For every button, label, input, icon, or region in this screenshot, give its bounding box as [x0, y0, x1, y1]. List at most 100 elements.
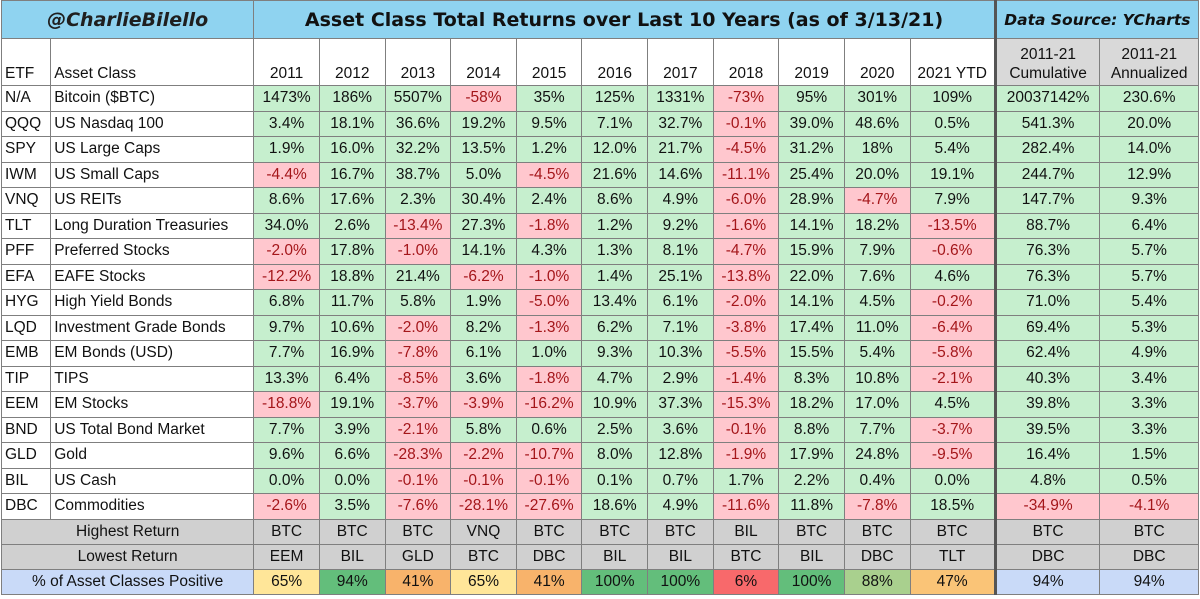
asset-class-name: US Small Caps: [50, 161, 255, 188]
return-cell: 14.6%: [647, 161, 714, 188]
return-cell: 8.1%: [647, 238, 714, 265]
return-cell: -1.8%: [515, 212, 583, 239]
summary-return-cell: 230.6%: [1099, 85, 1199, 112]
return-cell: 0.1%: [581, 467, 649, 494]
etf-ticker: EFA: [0, 263, 52, 290]
table-row: VNQ US REITs 8.6% 17.6% 2.3% 30.4% 2.4% 8.6% 4.9…: [0, 187, 1199, 214]
return-cell: 0.0%: [253, 467, 320, 494]
annualized-header: 2011-21 Annualized: [1099, 38, 1199, 86]
return-cell: 0.4%: [843, 467, 911, 494]
return-cell: 7.1%: [647, 314, 714, 341]
return-cell: 20.0%: [843, 161, 911, 188]
return-cell: -0.2%: [909, 289, 996, 316]
table-row: HYG High Yield Bonds 6.8% 11.7% 5.8% 1.9% -5.0…: [0, 289, 1199, 316]
summary-return-cell: 1.5%: [1099, 442, 1199, 469]
return-cell: 6.2%: [581, 314, 649, 341]
return-cell: 7.9%: [843, 238, 911, 265]
ann-header-line1: 2011-21: [1121, 46, 1178, 63]
year-header: 2021 YTD: [909, 38, 996, 86]
year-header: 2020: [843, 38, 911, 86]
return-cell: 28.9%: [778, 187, 845, 214]
cum-header-line2: Cumulative: [1009, 65, 1087, 82]
etf-ticker: TLT: [0, 212, 52, 239]
return-cell: 8.0%: [581, 442, 649, 469]
lowest-return-cell: BIL: [581, 543, 649, 570]
return-cell: 24.8%: [843, 442, 911, 469]
highest-return-cell: BTC: [384, 518, 452, 545]
summary-return-cell: 147.7%: [993, 187, 1101, 214]
return-cell: 18.2%: [843, 212, 911, 239]
return-cell: -4.7%: [712, 238, 780, 265]
data-source: Data Source: YCharts: [993, 0, 1200, 39]
return-cell: 7.6%: [843, 263, 911, 290]
cum-header-line1: 2011-21: [1020, 46, 1076, 63]
lowest-return-row: Lowest Return EEM BIL GLD BTC DBC BIL BIL BTC BIL…: [0, 543, 1199, 570]
summary-return-cell: 244.7%: [993, 161, 1101, 188]
return-cell: -13.4%: [384, 212, 452, 239]
return-cell: -0.1%: [515, 467, 583, 494]
return-cell: 10.9%: [581, 391, 649, 418]
return-cell: 39.0%: [778, 110, 845, 137]
summary-return-cell: -4.1%: [1099, 493, 1199, 520]
year-header: 2017: [647, 38, 714, 86]
return-cell: 36.6%: [384, 110, 452, 137]
pct-positive-row: % of Asset Classes Positive 65% 94% 41% 65% 4…: [0, 568, 1199, 595]
pct-positive-cell: 94%: [993, 568, 1101, 595]
asset-class-name: TIPS: [50, 365, 255, 392]
return-cell: -2.1%: [384, 416, 452, 443]
return-cell: 186%: [318, 85, 386, 112]
table-row: BND US Total Bond Market 7.7% 3.9% -2.1% 5.8%…: [0, 416, 1199, 443]
return-cell: 30.4%: [450, 187, 517, 214]
summary-return-cell: 40.3%: [993, 365, 1101, 392]
return-cell: -9.5%: [909, 442, 996, 469]
summary-return-cell: 39.8%: [993, 391, 1101, 418]
return-cell: -1.0%: [515, 263, 583, 290]
highest-return-cell: BTC: [843, 518, 911, 545]
lowest-return-cell: DBC: [515, 543, 583, 570]
table-row: DBC Commodities -2.6% 3.5% -7.6% -28.1% -27.6%…: [0, 493, 1199, 520]
return-cell: -13.5%: [909, 212, 996, 239]
summary-return-cell: 16.4%: [993, 442, 1101, 469]
return-cell: 7.7%: [253, 416, 320, 443]
return-cell: 10.6%: [318, 314, 386, 341]
return-cell: -27.6%: [515, 493, 583, 520]
return-cell: 2.3%: [384, 187, 452, 214]
return-cell: 109%: [909, 85, 996, 112]
summary-return-cell: 71.0%: [993, 289, 1101, 316]
highest-return-cell: BTC: [253, 518, 320, 545]
return-cell: 10.3%: [647, 340, 714, 367]
table-row: IWM US Small Caps -4.4% 16.7% 38.7% 5.0% -4.5%…: [0, 161, 1199, 188]
year-header: 2012: [318, 38, 386, 86]
highest-return-cell: BTC: [515, 518, 583, 545]
return-cell: 48.6%: [843, 110, 911, 137]
summary-return-cell: 5.7%: [1099, 238, 1199, 265]
return-cell: 17.8%: [318, 238, 386, 265]
return-cell: 15.5%: [778, 340, 845, 367]
pct-positive-label: % of Asset Classes Positive: [0, 568, 255, 595]
return-cell: -11.1%: [712, 161, 780, 188]
return-cell: -3.9%: [450, 391, 517, 418]
lowest-return-cell: BIL: [318, 543, 386, 570]
lowest-return-cell: EEM: [253, 543, 320, 570]
return-cell: 3.6%: [450, 365, 517, 392]
pct-positive-cell: 41%: [515, 568, 583, 595]
return-cell: 6.1%: [647, 289, 714, 316]
return-cell: -1.0%: [384, 238, 452, 265]
return-cell: 3.9%: [318, 416, 386, 443]
summary-return-cell: 3.3%: [1099, 391, 1199, 418]
year-header: 2013: [384, 38, 452, 86]
summary-return-cell: 12.9%: [1099, 161, 1199, 188]
table-row: PFF Preferred Stocks -2.0% 17.8% -1.0% 14.1% 4…: [0, 238, 1199, 265]
return-cell: 32.2%: [384, 136, 452, 163]
table-row: LQD Investment Grade Bonds 9.7% 10.6% -2.0% 8…: [0, 314, 1199, 341]
table-title: Asset Class Total Returns over Last 10 Y…: [253, 0, 996, 39]
etf-ticker: HYG: [0, 289, 52, 316]
return-cell: 14.1%: [778, 289, 845, 316]
return-cell: 0.0%: [909, 467, 996, 494]
return-cell: 18.1%: [318, 110, 386, 137]
table-row: EFA EAFE Stocks -12.2% 18.8% 21.4% -6.2% -1.0%…: [0, 263, 1199, 290]
asset-class-name: Bitcoin ($BTC): [50, 85, 255, 112]
pct-positive-cell: 94%: [1099, 568, 1199, 595]
asset-class-name: US Large Caps: [50, 136, 255, 163]
return-cell: 0.7%: [647, 467, 714, 494]
